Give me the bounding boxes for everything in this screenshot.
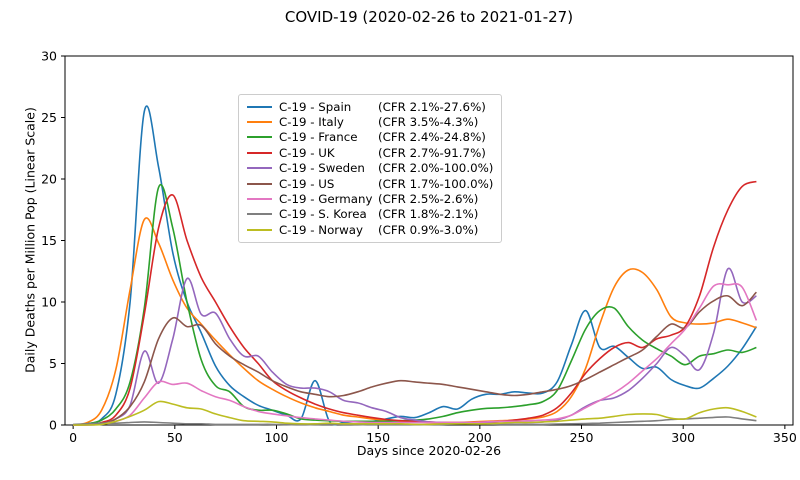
legend-line-swatch bbox=[247, 167, 272, 170]
legend-item: C-19 - Italy (CFR 3.5%-4.3%) bbox=[247, 114, 493, 129]
legend-item: C-19 - UK (CFR 2.7%-91.7%) bbox=[247, 145, 493, 160]
series-line-c-19-sweden bbox=[73, 267, 757, 426]
x-axis-label: Days since 2020-02-26 bbox=[356, 443, 502, 458]
series-line-c-19-germany bbox=[73, 283, 758, 426]
series-lines bbox=[72, 105, 758, 426]
legend-series-name: C-19 - Norway bbox=[279, 222, 364, 237]
y-tick-label: 0 bbox=[49, 418, 57, 433]
legend-item: C-19 - Spain (CFR 2.1%-27.6%) bbox=[247, 99, 493, 114]
legend-line-swatch bbox=[247, 151, 272, 154]
legend-line-swatch bbox=[247, 105, 272, 108]
legend-series-name: C-19 - France bbox=[279, 130, 358, 145]
x-tick-label: 350 bbox=[773, 430, 797, 445]
legend-series-cfr: (CFR 2.5%-2.6%) bbox=[378, 192, 479, 207]
legend-series-cfr: (CFR 2.1%-27.6%) bbox=[378, 99, 486, 114]
y-tick-label: 25 bbox=[41, 110, 57, 125]
legend-series-cfr: (CFR 2.4%-24.8%) bbox=[378, 130, 486, 145]
legend-line-swatch bbox=[247, 213, 272, 216]
legend-item: C-19 - Sweden (CFR 2.0%-100.0%) bbox=[247, 161, 493, 176]
series-line-c-19-france bbox=[73, 184, 757, 426]
legend-series-cfr: (CFR 2.7%-91.7%) bbox=[378, 145, 486, 160]
x-tick-label: 150 bbox=[366, 430, 390, 445]
legend-series-name: C-19 - S. Korea bbox=[279, 207, 367, 222]
chart-title: COVID-19 (2020-02-26 to 2021-01-27) bbox=[284, 8, 574, 26]
x-tick-label: 300 bbox=[671, 430, 695, 445]
legend-series-name: C-19 - Germany bbox=[279, 192, 373, 207]
x-tick-label: 0 bbox=[69, 430, 77, 445]
legend-series-cfr: (CFR 3.5%-4.3%) bbox=[378, 115, 479, 130]
legend-item: C-19 - Germany (CFR 2.5%-2.6%) bbox=[247, 191, 493, 206]
legend-line-swatch bbox=[247, 228, 272, 231]
legend: C-19 - Spain (CFR 2.1%-27.6%) C-19 - Italy… bbox=[238, 94, 503, 243]
legend-line-swatch bbox=[247, 121, 272, 124]
y-tick-label: 15 bbox=[41, 233, 57, 248]
series-line-c-19-spain bbox=[73, 105, 758, 426]
legend-line-swatch bbox=[247, 198, 272, 201]
legend-item: C-19 - S. Korea (CFR 1.8%-2.1%) bbox=[247, 207, 493, 222]
legend-series-cfr: (CFR 2.0%-100.0%) bbox=[378, 161, 494, 176]
legend-series-name: C-19 - Sweden bbox=[279, 161, 365, 176]
legend-series-cfr: (CFR 1.8%-2.1%) bbox=[378, 207, 479, 222]
y-tick-label: 10 bbox=[41, 295, 57, 310]
legend-series-cfr: (CFR 1.7%-100.0%) bbox=[378, 176, 494, 191]
x-tick-label: 50 bbox=[167, 430, 183, 445]
y-tick-label: 20 bbox=[41, 172, 57, 187]
legend-line-swatch bbox=[247, 136, 272, 139]
y-tick-label: 5 bbox=[49, 356, 57, 371]
x-tick-label: 250 bbox=[570, 430, 594, 445]
legend-line-swatch bbox=[247, 182, 272, 185]
x-tick-label: 200 bbox=[468, 430, 492, 445]
legend-series-name: C-19 - UK bbox=[279, 145, 335, 160]
series-line-c-19-uk bbox=[73, 180, 757, 426]
legend-series-cfr: (CFR 0.9%-3.0%) bbox=[378, 222, 479, 237]
legend-series-name: C-19 - Italy bbox=[279, 115, 344, 130]
series-line-c-19-norway bbox=[73, 400, 757, 426]
y-tick-label: 30 bbox=[41, 49, 57, 64]
legend-item: C-19 - US (CFR 1.7%-100.0%) bbox=[247, 176, 493, 191]
legend-series-name: C-19 - Spain bbox=[279, 99, 352, 114]
x-tick-label: 100 bbox=[265, 430, 289, 445]
legend-series-name: C-19 - US bbox=[279, 176, 335, 191]
legend-item: C-19 - France (CFR 2.4%-24.8%) bbox=[247, 130, 493, 145]
series-line-c-19-us bbox=[73, 291, 757, 426]
series-line-c-19-italy bbox=[72, 217, 757, 426]
legend-item: C-19 - Norway (CFR 0.9%-3.0%) bbox=[247, 222, 493, 237]
